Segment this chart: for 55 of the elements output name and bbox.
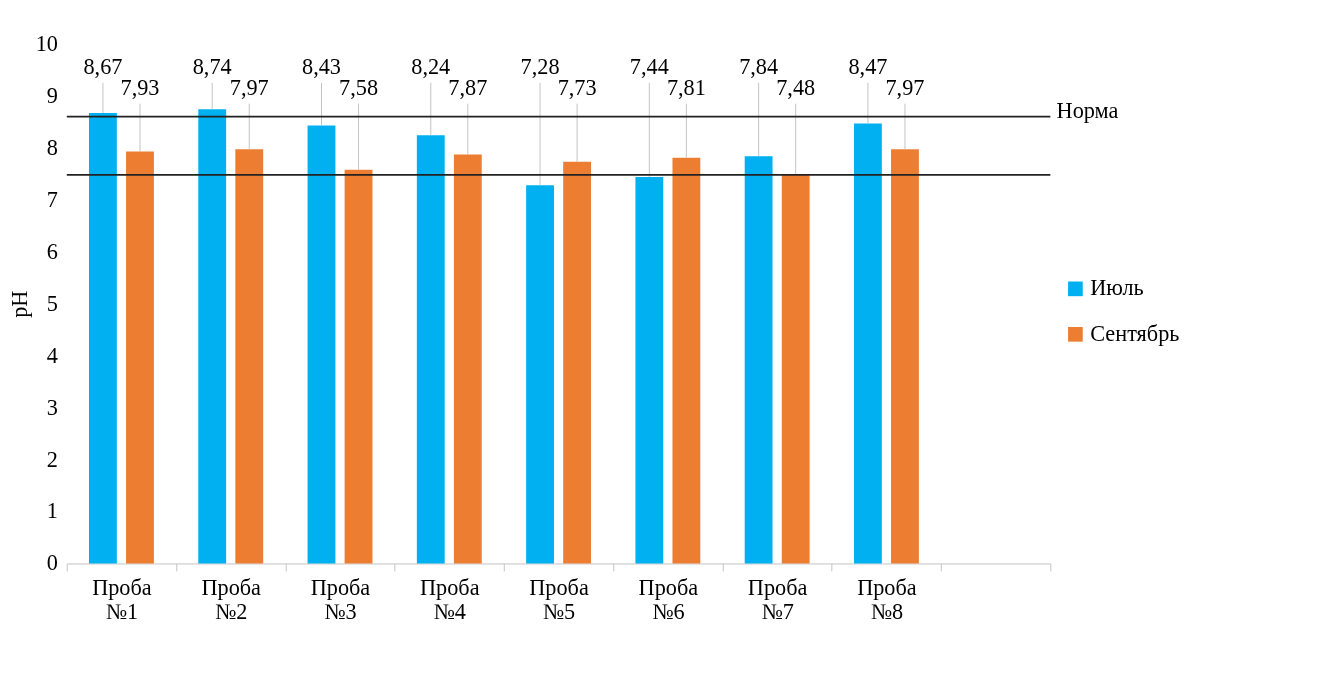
bar — [563, 161, 592, 564]
bar — [126, 151, 154, 564]
bar — [853, 123, 882, 564]
bar — [744, 156, 773, 564]
x-tick-label: Проба №6 — [638, 574, 699, 624]
data-label: 7,73 — [557, 74, 597, 100]
data-label: 8,43 — [302, 53, 341, 79]
bar — [235, 149, 264, 564]
x-tick-label: Проба №7 — [747, 574, 808, 624]
data-label: 7,87 — [448, 74, 488, 100]
bar — [635, 176, 664, 564]
data-label: 7,97 — [885, 74, 925, 100]
bar — [526, 185, 554, 564]
bar — [672, 157, 701, 564]
x-tick-label: Проба №4 — [420, 574, 480, 624]
y-tick-label: 8 — [46, 134, 58, 160]
bar — [307, 125, 336, 564]
y-tick-label: 3 — [46, 394, 58, 420]
data-label: 7,58 — [339, 74, 379, 100]
data-label: 7,81 — [666, 74, 706, 100]
data-label: 7,97 — [229, 74, 269, 100]
y-tick-label: 2 — [46, 446, 58, 472]
y-tick-label: 1 — [46, 498, 58, 524]
bar — [891, 149, 919, 564]
data-label: 7,44 — [629, 53, 669, 79]
y-tick-label: 9 — [46, 82, 58, 108]
x-tick-label: Проба №8 — [857, 574, 917, 624]
x-tick-label: Проба №2 — [201, 574, 262, 624]
data-label: 8,67 — [83, 53, 123, 79]
y-tick-label: 6 — [46, 238, 58, 264]
y-axis-title: pH — [7, 290, 33, 318]
y-tick-label: 7 — [46, 186, 58, 212]
y-tick-label: 0 — [46, 550, 58, 576]
data-label: 7,84 — [739, 53, 779, 79]
data-label: 8,24 — [411, 53, 451, 79]
data-label: 8,74 — [192, 53, 232, 79]
bar — [198, 109, 227, 564]
x-tick-label: Проба №1 — [92, 574, 152, 624]
data-label: 7,28 — [520, 53, 560, 79]
bar — [416, 135, 445, 564]
legend-label: Сентябрь — [1090, 320, 1180, 346]
data-label: 7,93 — [120, 74, 160, 100]
y-tick-label: 5 — [46, 290, 58, 316]
text: Норма — [1056, 97, 1119, 123]
bar — [781, 174, 810, 564]
bar — [453, 154, 482, 564]
y-tick-label: 10 — [35, 30, 58, 56]
data-label: 8,47 — [848, 53, 888, 79]
bar — [344, 169, 373, 564]
x-tick-label: Проба №3 — [310, 574, 371, 624]
data-label: 7,48 — [776, 74, 816, 100]
legend-label: Июль — [1090, 275, 1144, 301]
x-tick-label: Проба №5 — [529, 574, 589, 624]
bar — [89, 113, 117, 564]
y-tick-label: 4 — [46, 342, 58, 368]
